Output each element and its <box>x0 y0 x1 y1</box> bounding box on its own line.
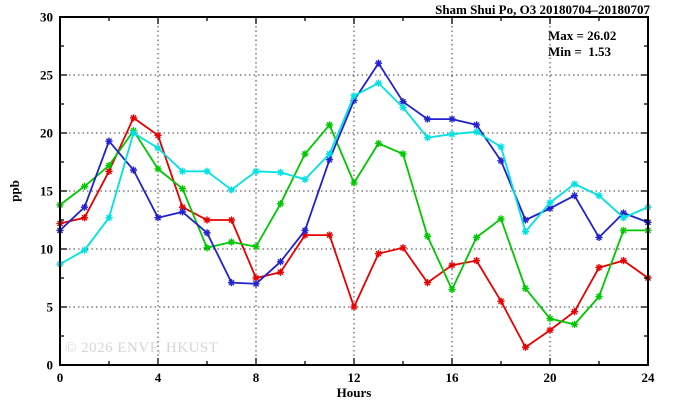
svg-text:20: 20 <box>544 370 557 385</box>
svg-text:15: 15 <box>40 184 54 199</box>
x-axis-label: Hours <box>336 385 372 400</box>
svg-text:16: 16 <box>446 370 460 385</box>
svg-text:0: 0 <box>57 370 64 385</box>
y-axis-label: ppb <box>7 180 22 202</box>
svg-text:8: 8 <box>253 370 260 385</box>
svg-text:24: 24 <box>642 370 656 385</box>
chart-title: Sham Shui Po, O3 20180704–20180707 <box>435 2 650 17</box>
svg-text:25: 25 <box>40 68 54 83</box>
watermark-text: © 2026 ENVF, HKUST <box>65 340 219 356</box>
min-value-label: Min = 1.53 <box>548 44 612 59</box>
svg-text:20: 20 <box>40 126 53 141</box>
svg-text:10: 10 <box>40 242 53 257</box>
svg-text:30: 30 <box>40 10 53 25</box>
svg-text:0: 0 <box>47 358 54 373</box>
svg-text:5: 5 <box>47 300 54 315</box>
svg-text:12: 12 <box>348 370 361 385</box>
max-value-label: Max = 26.02 <box>548 28 617 43</box>
svg-text:4: 4 <box>155 370 162 385</box>
